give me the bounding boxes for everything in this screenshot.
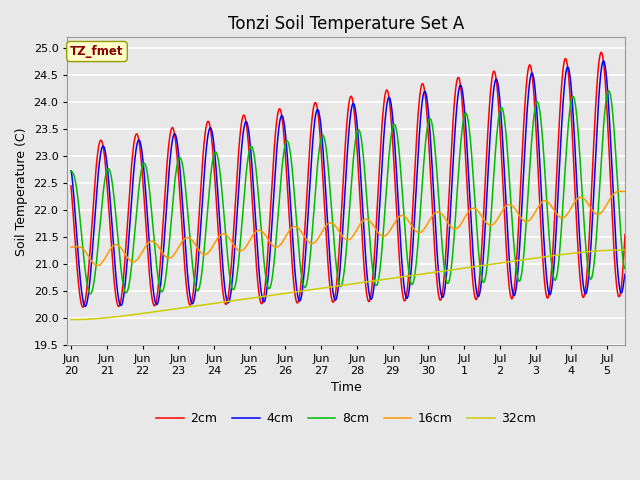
Text: TZ_fmet: TZ_fmet (70, 45, 124, 58)
16cm (616, 188, 624, 194)
Line: 2cm: 2cm (71, 52, 625, 307)
X-axis label: Time: Time (331, 382, 362, 395)
2cm (597, 49, 605, 55)
4cm (548, 284, 556, 289)
32cm (548, 253, 556, 259)
16cm (167, 255, 175, 261)
8cm (86, 291, 94, 297)
16cm (93, 263, 101, 268)
8cm (167, 222, 175, 228)
2cm (177, 214, 185, 220)
16cm (278, 240, 285, 246)
32cm (67, 317, 75, 323)
2cm (278, 111, 285, 117)
16cm (227, 239, 235, 244)
16cm (548, 204, 556, 210)
Legend: 2cm, 4cm, 8cm, 16cm, 32cm: 2cm, 4cm, 8cm, 16cm, 32cm (152, 407, 541, 430)
32cm (277, 291, 285, 297)
2cm (621, 232, 629, 238)
8cm (605, 88, 612, 94)
Line: 16cm: 16cm (71, 191, 625, 265)
4cm (81, 303, 89, 309)
Title: Tonzi Soil Temperature Set A: Tonzi Soil Temperature Set A (228, 15, 465, 33)
32cm (227, 298, 235, 304)
32cm (486, 262, 494, 267)
2cm (67, 183, 75, 189)
16cm (621, 189, 629, 194)
4cm (621, 271, 629, 277)
Line: 8cm: 8cm (71, 91, 625, 294)
8cm (278, 170, 285, 176)
4cm (177, 184, 185, 190)
8cm (486, 222, 494, 228)
16cm (486, 222, 494, 228)
Y-axis label: Soil Temperature (C): Soil Temperature (C) (15, 127, 28, 255)
2cm (486, 89, 494, 95)
2cm (79, 304, 87, 310)
Line: 4cm: 4cm (71, 61, 625, 306)
Line: 32cm: 32cm (71, 250, 625, 320)
4cm (167, 148, 175, 154)
8cm (177, 157, 185, 163)
8cm (67, 168, 75, 174)
4cm (67, 168, 75, 174)
8cm (227, 282, 235, 288)
32cm (166, 307, 174, 312)
16cm (177, 240, 185, 246)
4cm (486, 127, 494, 132)
2cm (548, 261, 556, 267)
4cm (278, 113, 285, 119)
8cm (621, 266, 629, 272)
32cm (621, 247, 629, 253)
8cm (548, 265, 556, 271)
16cm (67, 244, 75, 250)
32cm (177, 305, 185, 311)
4cm (227, 287, 235, 293)
4cm (600, 58, 607, 64)
2cm (167, 128, 175, 133)
2cm (227, 264, 235, 269)
